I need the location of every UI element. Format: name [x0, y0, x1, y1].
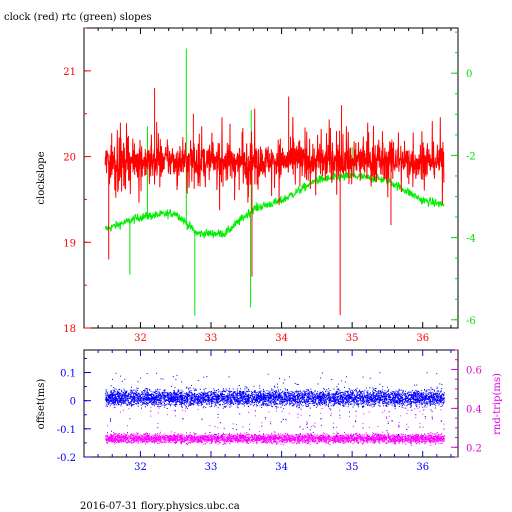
clockslope-ytick-label: 21 [63, 67, 76, 78]
roundtrip-ytick-label: 0.2 [466, 443, 482, 454]
clockslope-axis-label: clockslope [36, 151, 47, 204]
slope-xtick-label: 36 [416, 333, 429, 344]
offset-xtick-label: 33 [205, 462, 218, 473]
offset-axes: 32 33 34 35 36 0.1 0 -0.1 -0.2 0.6 0.4 0.2 [57, 349, 482, 473]
clockslope-ytick-label: 18 [63, 324, 76, 335]
clockslope-ytick-label: 19 [63, 238, 76, 249]
slope-panel: 32 33 34 35 36 18 19 20 21 -6 -4 -2 0 clockslope [36, 27, 476, 344]
offset-xtick-label: 35 [346, 462, 359, 473]
slope-xtick-label: 34 [275, 333, 288, 344]
offset-ytick-label: -0.2 [57, 453, 76, 464]
roundtrip-ytick-label: 0.6 [466, 365, 482, 376]
roundtrip-dots [105, 398, 445, 447]
offset-panel: 32 33 34 35 36 0.1 0 -0.1 -0.2 0.6 0.4 0.2 offset(m… [36, 349, 503, 473]
slope-grid [104, 48, 445, 316]
slope-plot-frame [83, 27, 459, 329]
offset-plot-frame [83, 349, 459, 458]
rtc-ytick-label: -2 [466, 151, 476, 162]
offset-ytick-label: 0.1 [60, 369, 76, 380]
offset-axis-label: offset(ms) [36, 379, 47, 430]
chart-title: clock (red) rtc (green) slopes [4, 12, 152, 23]
offset-ytick-label: -0.1 [57, 425, 76, 436]
slope-xtick-label: 32 [134, 333, 147, 344]
offset-ytick-label: 0 [70, 397, 76, 408]
slope-xtick-label: 35 [346, 333, 359, 344]
roundtrip-ytick-label: 0.4 [466, 404, 482, 415]
roundtrip-axis-label: rnd-trip(ms) [492, 373, 503, 435]
clockslope-ytick-label: 20 [63, 153, 76, 164]
offset-dots [105, 372, 445, 438]
offset-marks [105, 372, 445, 447]
offset-xtick-label: 36 [416, 462, 429, 473]
slope-xtick-label: 33 [205, 333, 218, 344]
rtc-ytick-label: 0 [466, 69, 472, 80]
offset-xtick-label: 32 [134, 462, 147, 473]
rtc-ytick-label: -6 [466, 316, 476, 327]
offset-xtick-label: 34 [275, 462, 288, 473]
footer-host-date: 2016-07-31 flory.physics.ubc.ca [80, 501, 240, 512]
slope-axes: 32 33 34 35 36 18 19 20 21 -6 -4 -2 0 [63, 27, 476, 344]
rtc-ytick-label: -4 [466, 234, 476, 245]
clock-slope-series [104, 108, 445, 211]
